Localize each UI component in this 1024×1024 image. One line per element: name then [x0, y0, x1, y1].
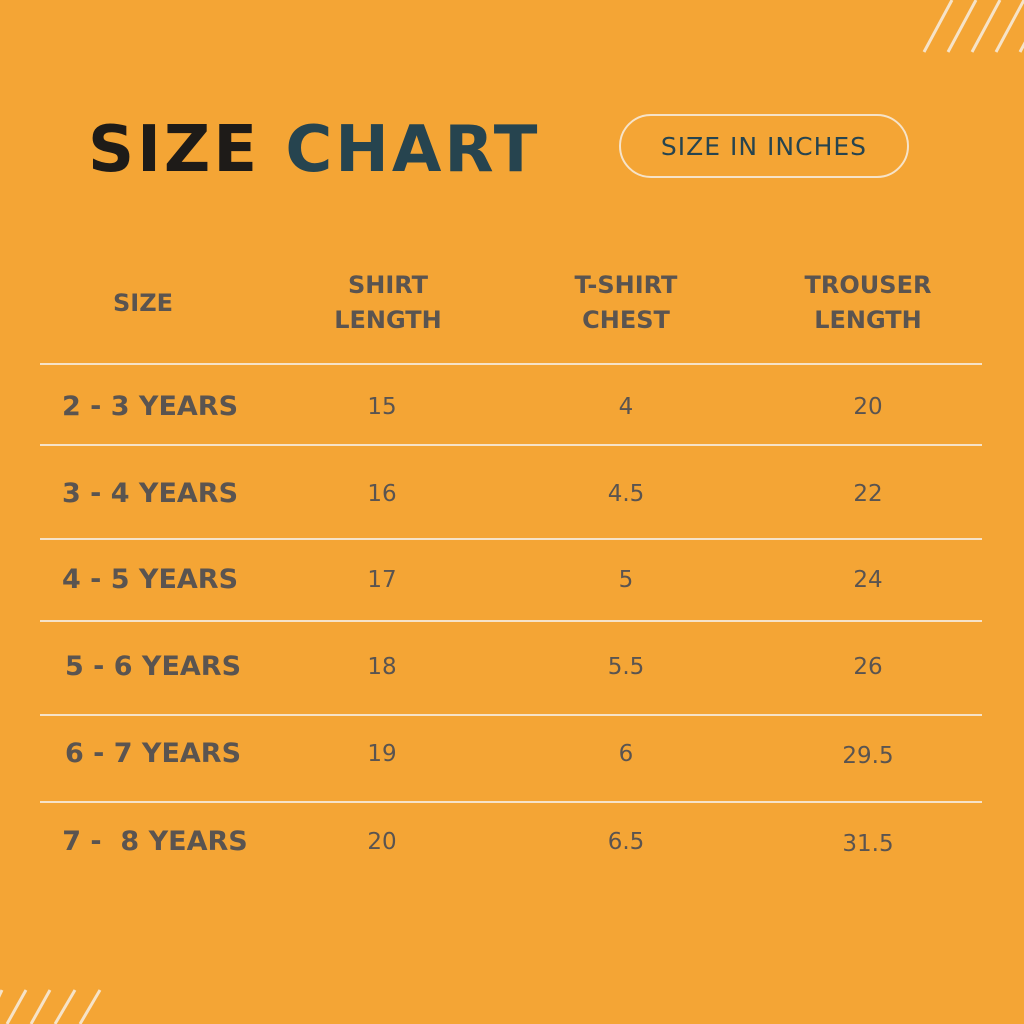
column-header-line: SHIRT — [347, 271, 429, 299]
table-cell: 15 — [367, 394, 397, 420]
table-cell: 24 — [853, 567, 883, 593]
column-header-line: CHEST — [582, 306, 670, 334]
column-header: TROUSER LENGTH — [748, 268, 988, 338]
column-header: SIZE — [23, 286, 263, 321]
table-cell: 19 — [367, 741, 397, 767]
column-header-line: LENGTH — [334, 306, 442, 334]
column-header-line: SIZE — [112, 288, 173, 317]
column-header-line: TROUSER — [804, 271, 932, 299]
size-label: 6 - 7 YEARS — [64, 738, 242, 769]
row-divider — [40, 801, 982, 803]
table-cell: 4 — [618, 394, 634, 420]
row-divider — [40, 363, 982, 365]
size-label: 5 - 6 YEARS — [64, 651, 242, 682]
table-cell: 17 — [367, 567, 397, 593]
row-divider — [40, 538, 982, 540]
decorative-stripes-top-right — [922, 0, 1024, 53]
table-cell: 16 — [367, 481, 397, 507]
page-title: SIZE CHART — [88, 112, 540, 188]
table-cell: 20 — [853, 394, 883, 420]
row-divider — [40, 620, 982, 622]
table-cell: 6.5 — [607, 829, 645, 855]
column-header: T-SHIRT CHEST — [506, 268, 746, 338]
table-cell: 5 — [618, 567, 634, 593]
table-cell: 26 — [853, 654, 883, 680]
table-cell: 18 — [367, 654, 397, 680]
row-divider — [40, 714, 982, 716]
decorative-stripes-bottom-left — [0, 989, 102, 1024]
column-header-line: LENGTH — [814, 306, 922, 334]
table-cell: 4.5 — [607, 481, 645, 507]
table-cell: 6 — [618, 741, 634, 767]
table-cell: 22 — [853, 481, 883, 507]
row-divider — [40, 444, 982, 446]
unit-badge: SIZE IN INCHES — [619, 114, 909, 178]
table-cell: 31.5 — [842, 831, 894, 857]
size-label: 4 - 5 YEARS — [61, 564, 239, 595]
table-cell: 5.5 — [607, 654, 645, 680]
table-cell: 20 — [367, 829, 397, 855]
size-label: 7 - 8 YEARS — [62, 826, 248, 857]
size-label: 2 - 3 YEARS — [61, 391, 239, 422]
title-size: SIZE — [88, 113, 261, 187]
size-label: 3 - 4 YEARS — [61, 478, 239, 509]
title-chart: CHART — [285, 113, 541, 187]
column-header: SHIRT LENGTH — [268, 268, 508, 338]
column-header-line: T-SHIRT — [574, 271, 678, 299]
table-cell: 29.5 — [842, 743, 894, 769]
